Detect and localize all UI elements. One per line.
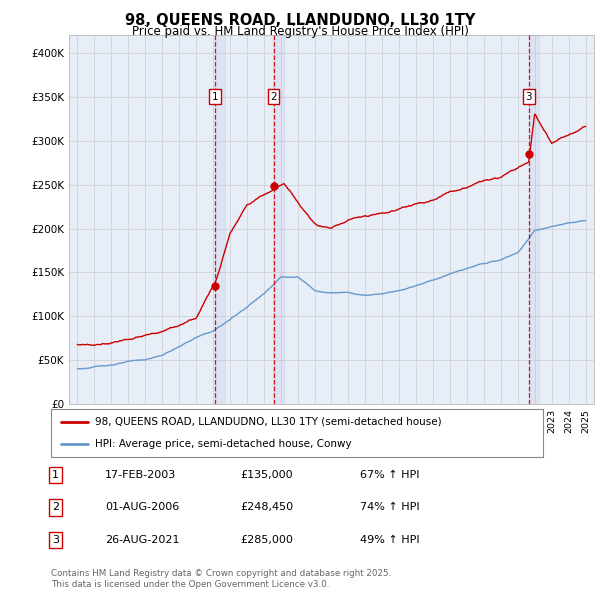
Text: 2: 2 — [270, 92, 277, 102]
Text: £285,000: £285,000 — [240, 535, 293, 545]
Text: HPI: Average price, semi-detached house, Conwy: HPI: Average price, semi-detached house,… — [95, 439, 352, 449]
Text: Contains HM Land Registry data © Crown copyright and database right 2025.
This d: Contains HM Land Registry data © Crown c… — [51, 569, 391, 589]
Text: 49% ↑ HPI: 49% ↑ HPI — [360, 535, 419, 545]
Text: 98, QUEENS ROAD, LLANDUDNO, LL30 1TY: 98, QUEENS ROAD, LLANDUDNO, LL30 1TY — [125, 13, 475, 28]
Text: 3: 3 — [52, 535, 59, 545]
Text: £135,000: £135,000 — [240, 470, 293, 480]
Text: 98, QUEENS ROAD, LLANDUDNO, LL30 1TY (semi-detached house): 98, QUEENS ROAD, LLANDUDNO, LL30 1TY (se… — [95, 417, 442, 427]
Text: £248,450: £248,450 — [240, 503, 293, 512]
Bar — [529, 35, 539, 404]
Text: 3: 3 — [526, 92, 532, 102]
Bar — [274, 35, 284, 404]
Text: 67% ↑ HPI: 67% ↑ HPI — [360, 470, 419, 480]
Text: 17-FEB-2003: 17-FEB-2003 — [105, 470, 176, 480]
Text: 1: 1 — [52, 470, 59, 480]
Bar — [215, 35, 225, 404]
Text: 01-AUG-2006: 01-AUG-2006 — [105, 503, 179, 512]
Text: 74% ↑ HPI: 74% ↑ HPI — [360, 503, 419, 512]
Text: 2: 2 — [52, 503, 59, 512]
Text: 26-AUG-2021: 26-AUG-2021 — [105, 535, 179, 545]
Text: Price paid vs. HM Land Registry's House Price Index (HPI): Price paid vs. HM Land Registry's House … — [131, 25, 469, 38]
Text: 1: 1 — [212, 92, 218, 102]
